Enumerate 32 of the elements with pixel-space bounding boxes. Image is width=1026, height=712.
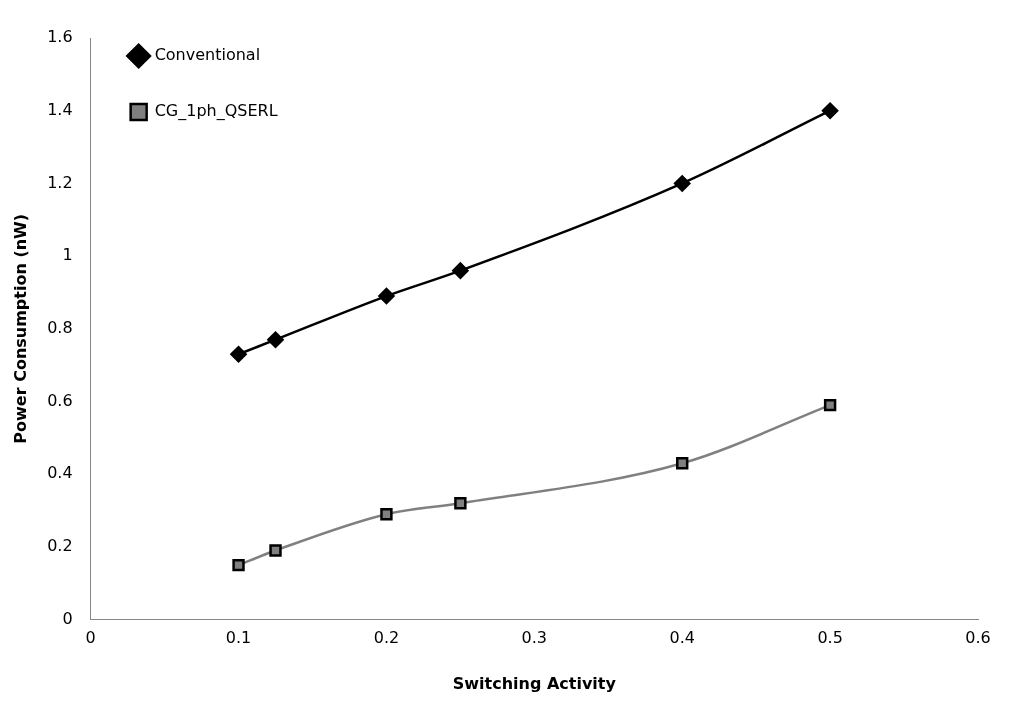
x-axis-title: Switching Activity xyxy=(452,673,617,693)
x-tick-label: 0.5 xyxy=(817,628,843,648)
point xyxy=(821,102,839,119)
x-tick-label: 0.3 xyxy=(521,628,548,648)
point xyxy=(452,262,469,279)
y-tick-label: 0.6 xyxy=(47,390,73,410)
point xyxy=(454,497,467,510)
x-tick-label: 0.1 xyxy=(225,628,252,648)
y-axis-title: Power Consumption (nW) xyxy=(10,213,30,444)
x-tick-label: 0.4 xyxy=(669,628,695,648)
point xyxy=(378,287,395,305)
point xyxy=(676,457,689,470)
point xyxy=(269,544,282,557)
y-tick-label: 1.6 xyxy=(47,27,73,47)
point xyxy=(823,398,837,412)
legend-label: CG_1ph_QSERL xyxy=(154,101,278,122)
x-tick-label: 0.6 xyxy=(965,628,991,648)
y-tick-label: 0.2 xyxy=(47,536,73,556)
point xyxy=(230,346,247,363)
x-tick-label: 0 xyxy=(85,628,96,648)
point xyxy=(673,175,691,192)
y-tick-label: 0 xyxy=(62,608,73,628)
point xyxy=(380,507,393,521)
y-tick-label: 0.4 xyxy=(47,463,73,483)
y-tick-label: 0.8 xyxy=(47,317,73,337)
legend-label: Conventional xyxy=(154,45,261,65)
y-tick-label: 1 xyxy=(62,245,73,265)
point xyxy=(232,558,245,572)
point xyxy=(267,331,284,348)
y-tick-label: 1.4 xyxy=(47,99,73,119)
x-tick-label: 0.2 xyxy=(373,628,400,648)
y-tick-label: 1.2 xyxy=(47,172,73,192)
